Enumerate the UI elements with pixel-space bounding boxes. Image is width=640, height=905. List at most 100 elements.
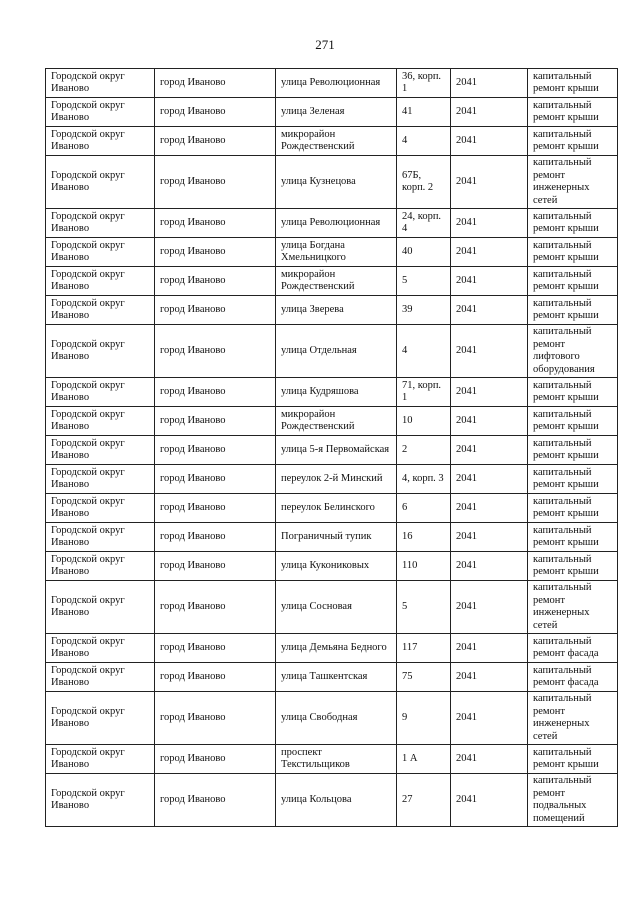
settlement-cell: город Иваново [154,406,276,436]
street-cell: микрорайон Рождественский [275,126,397,156]
year-cell: 2041 [450,633,528,663]
house-number-cell: 71, корп. 1 [396,377,451,407]
municipality-cell: Городской округ Иваново [45,97,155,127]
table-row: Городской округ Иваново город Иваново улиц… [45,237,618,267]
municipality-cell: Городской округ Иваново [45,237,155,267]
settlement-cell: город Иваново [154,295,276,325]
municipality-cell: Городской округ Иваново [45,662,155,692]
work-type-cell: капитальный ремонт крыши [527,744,618,774]
street-cell: переулок 2-й Минский [275,464,397,494]
house-number-cell: 36, корп. 1 [396,68,451,98]
table-row: Городской округ Иваново город Иваново улиц… [45,633,618,663]
settlement-cell: город Иваново [154,377,276,407]
work-type-cell: капитальный ремонт подвальных помещений [527,773,618,827]
year-cell: 2041 [450,377,528,407]
work-type-cell: капитальный ремонт крыши [527,237,618,267]
settlement-cell: город Иваново [154,691,276,745]
table-row: Городской округ Иваново город Иваново улиц… [45,324,618,378]
house-number-cell: 75 [396,662,451,692]
year-cell: 2041 [450,464,528,494]
municipality-cell: Городской округ Иваново [45,522,155,552]
municipality-cell: Городской округ Иваново [45,295,155,325]
year-cell: 2041 [450,266,528,296]
year-cell: 2041 [450,744,528,774]
municipality-cell: Городской округ Иваново [45,633,155,663]
house-number-cell: 4 [396,126,451,156]
house-number-cell: 24, корп. 4 [396,208,451,238]
settlement-cell: город Иваново [154,68,276,98]
street-cell: улица Свободная [275,691,397,745]
municipality-cell: Городской округ Иваново [45,208,155,238]
house-number-cell: 9 [396,691,451,745]
year-cell: 2041 [450,691,528,745]
settlement-cell: город Иваново [154,155,276,209]
municipality-cell: Городской округ Иваново [45,406,155,436]
settlement-cell: город Иваново [154,522,276,552]
year-cell: 2041 [450,551,528,581]
work-type-cell: капитальный ремонт крыши [527,377,618,407]
municipality-cell: Городской округ Иваново [45,773,155,827]
year-cell: 2041 [450,155,528,209]
work-type-cell: капитальный ремонт фасада [527,633,618,663]
year-cell: 2041 [450,237,528,267]
house-number-cell: 41 [396,97,451,127]
municipality-cell: Городской округ Иваново [45,68,155,98]
municipality-cell: Городской округ Иваново [45,691,155,745]
settlement-cell: город Иваново [154,580,276,634]
table-row: Городской округ Иваново город Иваново пере… [45,493,618,523]
work-type-cell: капитальный ремонт крыши [527,406,618,436]
settlement-cell: город Иваново [154,208,276,238]
table-row: Городской округ Иваново город Иваново пере… [45,464,618,494]
house-number-cell: 1 А [396,744,451,774]
work-type-cell: капитальный ремонт крыши [527,551,618,581]
house-number-cell: 6 [396,493,451,523]
work-type-cell: капитальный ремонт инженерных сетей [527,155,618,209]
table-row: Городской округ Иваново город Иваново Погр… [45,522,618,552]
municipality-cell: Городской округ Иваново [45,744,155,774]
street-cell: микрорайон Рождественский [275,406,397,436]
street-cell: улица Кольцова [275,773,397,827]
house-number-cell: 2 [396,435,451,465]
year-cell: 2041 [450,493,528,523]
settlement-cell: город Иваново [154,633,276,663]
house-number-cell: 67Б, корп. 2 [396,155,451,209]
year-cell: 2041 [450,773,528,827]
municipality-cell: Городской округ Иваново [45,435,155,465]
settlement-cell: город Иваново [154,97,276,127]
municipality-cell: Городской округ Иваново [45,155,155,209]
street-cell: улица 5-я Первомайская [275,435,397,465]
table-row: Городской округ Иваново город Иваново улиц… [45,295,618,325]
settlement-cell: город Иваново [154,266,276,296]
street-cell: улица Кукониковых [275,551,397,581]
work-type-cell: капитальный ремонт крыши [527,68,618,98]
table-row: Городской округ Иваново город Иваново прос… [45,744,618,774]
table-row: Городской округ Иваново город Иваново улиц… [45,691,618,745]
table-row: Городской округ Иваново город Иваново улиц… [45,97,618,127]
house-number-cell: 27 [396,773,451,827]
work-type-cell: капитальный ремонт крыши [527,522,618,552]
municipality-cell: Городской округ Иваново [45,551,155,581]
street-cell: улица Сосновая [275,580,397,634]
year-cell: 2041 [450,126,528,156]
municipality-cell: Городской округ Иваново [45,464,155,494]
year-cell: 2041 [450,580,528,634]
house-number-cell: 5 [396,266,451,296]
work-type-cell: капитальный ремонт крыши [527,97,618,127]
table-row: Городской округ Иваново город Иваново улиц… [45,551,618,581]
table-row: Городской округ Иваново город Иваново улиц… [45,68,618,98]
repair-schedule-table: Городской округ Иваново город Иваново улиц… [45,68,618,827]
work-type-cell: капитальный ремонт крыши [527,435,618,465]
street-cell: улица Зверева [275,295,397,325]
municipality-cell: Городской округ Иваново [45,126,155,156]
settlement-cell: город Иваново [154,493,276,523]
work-type-cell: капитальный ремонт фасада [527,662,618,692]
municipality-cell: Городской округ Иваново [45,493,155,523]
street-cell: улица Кудряшова [275,377,397,407]
settlement-cell: город Иваново [154,324,276,378]
house-number-cell: 5 [396,580,451,634]
work-type-cell: капитальный ремонт крыши [527,493,618,523]
house-number-cell: 4 [396,324,451,378]
table-row: Городской округ Иваново город Иваново улиц… [45,773,618,827]
year-cell: 2041 [450,295,528,325]
work-type-cell: капитальный ремонт инженерных сетей [527,691,618,745]
